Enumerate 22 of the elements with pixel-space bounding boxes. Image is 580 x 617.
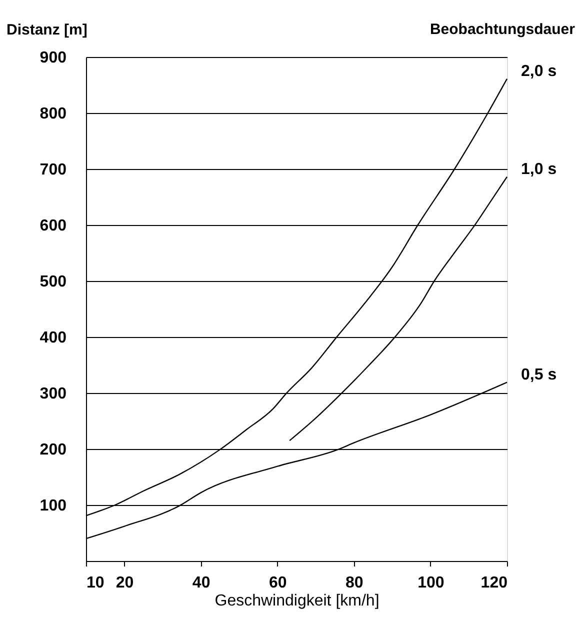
- y-tick-label: 300: [40, 386, 67, 402]
- x-tick-label: 10: [86, 574, 104, 592]
- y-tick-label: 200: [40, 442, 67, 458]
- x-tick-label: 100: [418, 574, 444, 592]
- series-label: 2,0 s: [521, 62, 557, 80]
- x-tick-label: 40: [192, 574, 210, 592]
- x-tick-label: 60: [268, 574, 287, 592]
- x-tick-label: 20: [116, 574, 134, 592]
- y-tick-label: 900: [40, 50, 67, 66]
- series-label: 0,5 s: [521, 366, 557, 384]
- y-tick-label: 100: [40, 498, 67, 514]
- x-tick-label: 80: [346, 574, 364, 592]
- y-tick-label: 400: [40, 330, 67, 346]
- y-tick-label: 700: [40, 162, 67, 178]
- legend-title: Beobachtungsdauer: [430, 21, 576, 38]
- y-tick-label: 600: [40, 218, 67, 234]
- y-tick-label: 500: [40, 274, 67, 290]
- series-label: 1,0 s: [521, 160, 557, 178]
- y-tick-label: 800: [40, 106, 67, 122]
- x-tick-label: 120: [480, 574, 508, 592]
- x-axis-title: Geschwindigkeit [km/h]: [214, 592, 380, 610]
- y-axis-title: Distanz [m]: [6, 22, 88, 38]
